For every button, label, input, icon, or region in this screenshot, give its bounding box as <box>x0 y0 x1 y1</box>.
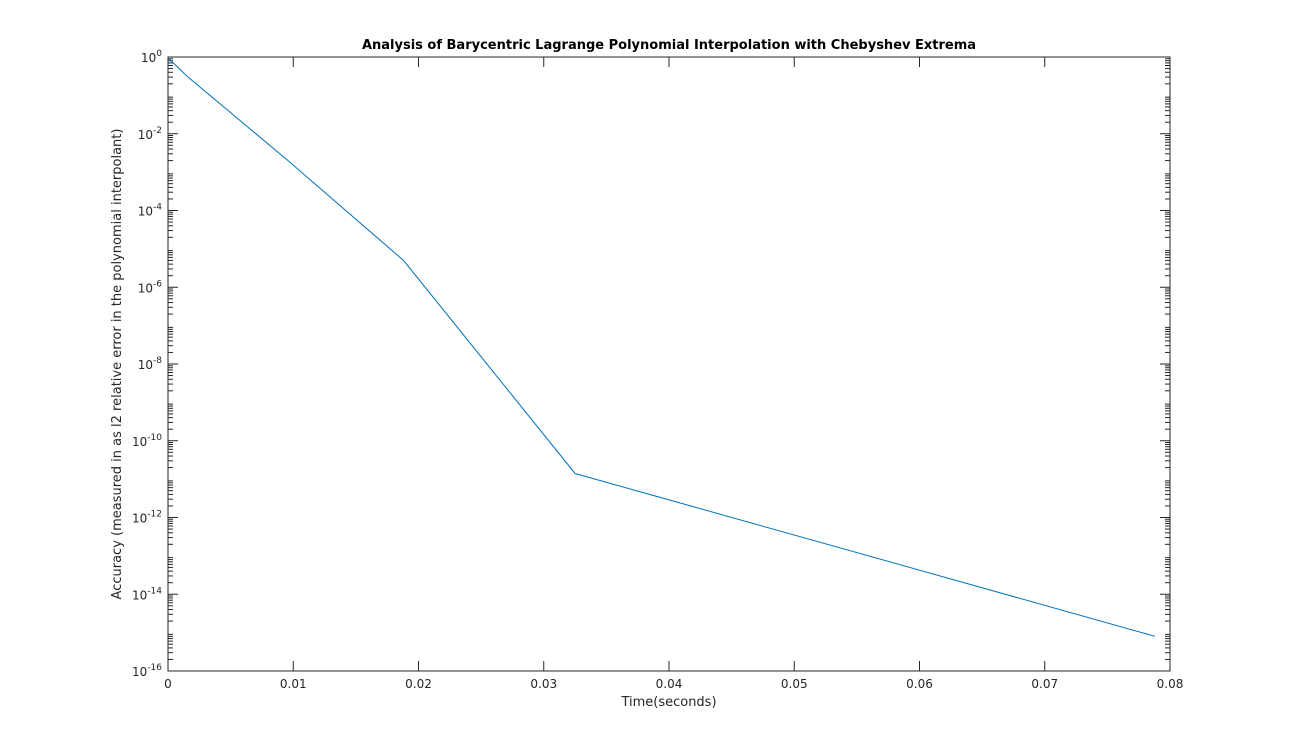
x-tick-label: 0.04 <box>656 677 683 691</box>
chart-title: Analysis of Barycentric Lagrange Polynom… <box>362 38 976 53</box>
plot-area <box>168 57 1170 671</box>
y-axis-label: Accuracy (measured in as l2 relative err… <box>110 129 125 600</box>
minor-ticks <box>168 58 1170 660</box>
y-tick-label: 10-6 <box>138 279 163 295</box>
x-tick-labels: 0 0.01 0.02 0.03 0.04 0.05 0.06 0.07 0.08 <box>164 677 1183 691</box>
x-tick-label: 0.08 <box>1157 677 1184 691</box>
x-tick-label: 0.03 <box>530 677 557 691</box>
y-tick-label: 10-2 <box>138 126 162 142</box>
y-tick-label: 100 <box>141 49 162 65</box>
y-tick-labels: 10-16 10-14 10-12 10-10 10-8 10-6 10-4 10-2 100 <box>132 49 162 679</box>
series-group <box>167 57 1156 637</box>
y-tick-label: 10-10 <box>132 433 162 449</box>
series-line-0 <box>167 57 1156 637</box>
x-tick-label: 0.02 <box>405 677 432 691</box>
x-tick-label: 0.06 <box>906 677 933 691</box>
y-tick-label: 10-4 <box>138 203 163 219</box>
y-tick-label: 10-8 <box>138 356 163 372</box>
y-tick-label: 10-16 <box>132 663 162 679</box>
x-tick-label: 0.07 <box>1031 677 1058 691</box>
x-tick-label: 0.01 <box>280 677 307 691</box>
y-tick-label: 10-12 <box>132 510 162 526</box>
y-tick-label: 10-14 <box>132 586 162 602</box>
axes-box <box>167 56 1171 672</box>
x-tick-label: 0.05 <box>781 677 808 691</box>
x-tick-label: 0 <box>164 677 172 691</box>
x-axis-label: Time(seconds) <box>620 695 716 710</box>
